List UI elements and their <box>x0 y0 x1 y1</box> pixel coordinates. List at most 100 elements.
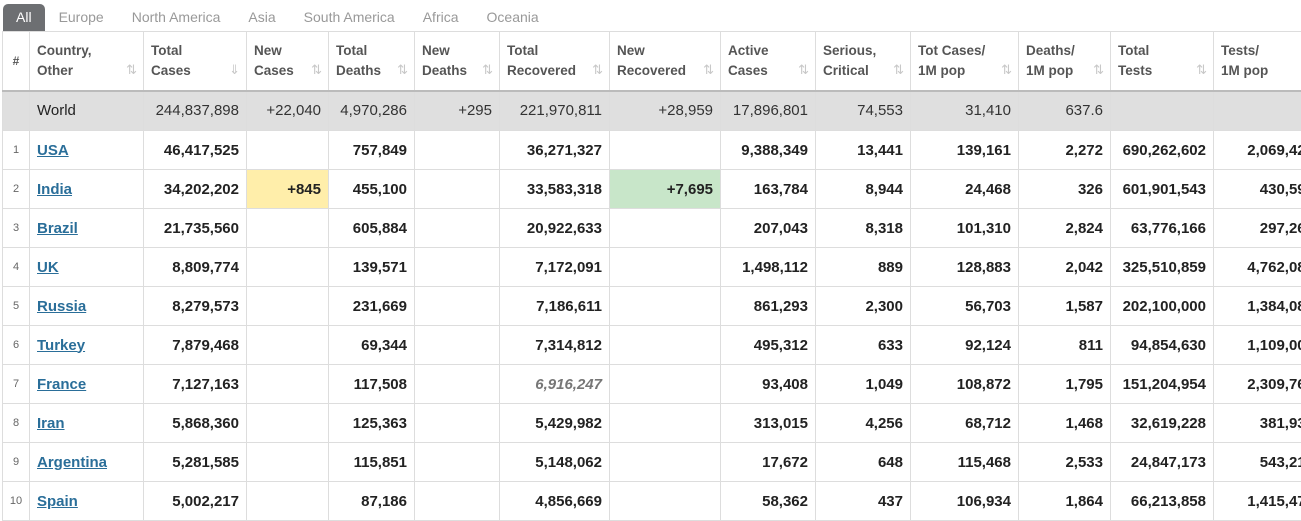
country-link[interactable]: Russia <box>37 298 86 315</box>
country-link[interactable]: India <box>37 181 72 198</box>
country-link[interactable]: Spain <box>37 493 78 510</box>
cell-deaths-per-m: 326 <box>1019 170 1111 209</box>
cell-total-cases: 34,202,202 <box>144 170 247 209</box>
sort-icon[interactable]: ⇅ <box>592 60 603 80</box>
cell-new-recovered <box>610 404 721 443</box>
column-header-country[interactable]: Country,Other⇅ <box>30 32 144 91</box>
sort-icon[interactable]: ⇅ <box>1196 60 1207 80</box>
cell-new-cases <box>247 326 329 365</box>
cell-country: USA <box>30 131 144 170</box>
tab-oceania[interactable]: Oceania <box>473 4 553 31</box>
cell-total-deaths: 125,363 <box>329 404 415 443</box>
tab-asia[interactable]: Asia <box>234 4 289 31</box>
sort-icon[interactable]: ⇅ <box>1001 60 1012 80</box>
cell-active-cases: 163,784 <box>721 170 816 209</box>
cell-active-cases: 1,498,112 <box>721 248 816 287</box>
cell-new-recovered: +7,695 <box>610 170 721 209</box>
tab-africa[interactable]: Africa <box>409 4 473 31</box>
column-header-deaths-per-m[interactable]: Deaths/1M pop⇅ <box>1019 32 1111 91</box>
sort-icon[interactable]: ⇓ <box>229 60 240 80</box>
country-link[interactable]: USA <box>37 142 69 159</box>
column-header-label: Serious,Critical <box>823 41 903 81</box>
cell-country: Turkey <box>30 326 144 365</box>
sort-icon[interactable]: ⇅ <box>311 60 322 80</box>
column-header-line1: Total <box>507 43 538 58</box>
cell-total-cases: 46,417,525 <box>144 131 247 170</box>
country-link[interactable]: France <box>37 376 86 393</box>
column-header-line2: 1M pop <box>918 63 965 78</box>
tab-europe[interactable]: Europe <box>45 4 118 31</box>
column-header-rank[interactable]: # <box>3 32 30 91</box>
country-link[interactable]: Argentina <box>37 454 107 471</box>
tab-all[interactable]: All <box>3 4 45 31</box>
cell-new-deaths <box>415 170 500 209</box>
tab-south-america[interactable]: South America <box>290 4 409 31</box>
cell-new-cases <box>247 365 329 404</box>
cell-serious: 437 <box>816 482 911 521</box>
column-header-line2: Deaths <box>336 63 381 78</box>
cell-total-recovered: 7,172,091 <box>500 248 610 287</box>
column-header-line1: Tot Cases/ <box>918 43 985 58</box>
cell-total-recovered: 6,916,247 <box>500 365 610 404</box>
cell-cases-per-m: 139,161 <box>911 131 1019 170</box>
sort-icon[interactable]: ⇅ <box>1093 60 1104 80</box>
column-header-line2: 1M pop <box>1026 63 1073 78</box>
cell-total-tests: 202,100,000 <box>1111 287 1214 326</box>
cell-active-cases: 207,043 <box>721 209 816 248</box>
cell-total-recovered: 221,970,811 <box>500 91 610 131</box>
column-header-serious[interactable]: Serious,Critical⇅ <box>816 32 911 91</box>
cell-serious: 889 <box>816 248 911 287</box>
cell-new-cases: +845 <box>247 170 329 209</box>
cell-tests-per-m: 4,762,083 <box>1214 248 1301 287</box>
cell-total-recovered: 5,429,982 <box>500 404 610 443</box>
cell-serious: 633 <box>816 326 911 365</box>
column-header-tests-per-m[interactable]: Tests/1M pop⇅ <box>1214 32 1301 91</box>
sort-icon[interactable]: ⇅ <box>703 60 714 80</box>
cell-deaths-per-m: 1,468 <box>1019 404 1111 443</box>
column-header-line1: Tests/ <box>1221 43 1259 58</box>
sort-icon[interactable]: ⇅ <box>893 60 904 80</box>
country-link[interactable]: UK <box>37 259 59 276</box>
sort-icon[interactable]: ⇅ <box>397 60 408 80</box>
sort-icon[interactable]: ⇅ <box>798 60 809 80</box>
country-link[interactable]: Brazil <box>37 220 78 237</box>
cell-rank: 4 <box>3 248 30 287</box>
cell-active-cases: 93,408 <box>721 365 816 404</box>
country-link[interactable]: Turkey <box>37 337 85 354</box>
cell-total-deaths: 69,344 <box>329 326 415 365</box>
cell-country: World <box>30 91 144 131</box>
cell-new-cases <box>247 131 329 170</box>
cell-total-cases: 8,809,774 <box>144 248 247 287</box>
cell-total-tests: 32,619,228 <box>1111 404 1214 443</box>
cell-total-deaths: 455,100 <box>329 170 415 209</box>
cell-total-cases: 5,868,360 <box>144 404 247 443</box>
cell-new-cases <box>247 287 329 326</box>
cell-new-cases: +22,040 <box>247 91 329 131</box>
cell-new-recovered <box>610 131 721 170</box>
cell-serious: 8,318 <box>816 209 911 248</box>
cell-new-deaths <box>415 131 500 170</box>
column-header-cases-per-m[interactable]: Tot Cases/1M pop ⇅ <box>911 32 1019 91</box>
cell-new-deaths <box>415 326 500 365</box>
cell-deaths-per-m: 1,587 <box>1019 287 1111 326</box>
sort-icon[interactable]: ⇅ <box>126 60 137 80</box>
column-header-line1: New <box>617 43 645 58</box>
country-link[interactable]: Iran <box>37 415 65 432</box>
cell-new-deaths <box>415 482 500 521</box>
tab-north-america[interactable]: North America <box>118 4 235 31</box>
sort-icon[interactable]: ⇅ <box>482 60 493 80</box>
cell-cases-per-m: 68,712 <box>911 404 1019 443</box>
